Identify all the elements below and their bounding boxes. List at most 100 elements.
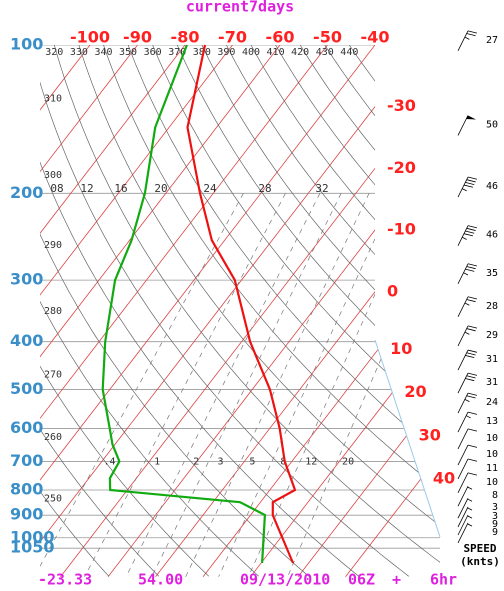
x-tick-label: 30: [419, 425, 441, 444]
footer-text: -23.33: [38, 571, 92, 589]
x-tick-label: -50: [313, 28, 342, 47]
wind-speed-label: 11: [486, 463, 498, 474]
wind-barb: [457, 472, 478, 494]
barb-staff: [457, 485, 469, 507]
barb-half: [466, 415, 471, 419]
barb-staff: [457, 325, 469, 347]
y-tick-label: 1000: [10, 527, 55, 546]
wind-barb: [457, 497, 473, 519]
barb-half: [462, 236, 467, 240]
barb-staff: [457, 514, 469, 536]
wind-barb: [457, 115, 477, 136]
upper-label: 16: [114, 182, 127, 195]
footer-text: 54.00: [138, 571, 183, 589]
mixing-ratio-label: 8: [280, 456, 286, 467]
x-tick-label: -30: [387, 96, 416, 115]
x-tick-label: -80: [171, 28, 200, 47]
isotherm: [40, 45, 328, 577]
barb-full: [467, 225, 478, 229]
speed-title: SPEED: [463, 542, 496, 555]
theta-label: 390: [217, 47, 235, 58]
wind-barb: [457, 325, 478, 347]
barb-full: [465, 378, 475, 382]
barb-half: [462, 188, 467, 192]
wind-barb: [457, 506, 473, 528]
isotherm: [250, 45, 440, 577]
barb-pennant: [466, 115, 477, 120]
theta-label: 300: [44, 170, 62, 181]
wind-barb: [457, 514, 473, 536]
y-tick-label: 400: [10, 331, 43, 350]
theta-label: 250: [44, 493, 62, 504]
isotherm: [40, 45, 281, 577]
dry-adiabat: [127, 45, 440, 577]
theta-label: 310: [44, 93, 62, 104]
theta-label: 400: [242, 47, 260, 58]
mixing-ratio-line: [84, 193, 286, 577]
dry-adiabat: [40, 45, 310, 577]
wind-barb: [457, 349, 478, 371]
x-tick-label: -100: [70, 28, 110, 47]
isotherm: [60, 45, 440, 577]
wind-speed-label: 31: [486, 354, 498, 365]
theta-label: 420: [291, 47, 309, 58]
barb-staff: [457, 296, 469, 317]
barb-full: [463, 184, 474, 188]
boundary: [374, 339, 441, 538]
barb-full: [467, 411, 478, 415]
mixing-ratio-label: 2: [193, 456, 199, 467]
isotherm: [155, 45, 440, 577]
barb-staff: [457, 444, 469, 466]
y-tick-label: 900: [10, 505, 43, 524]
x-tick-label: -10: [387, 220, 416, 239]
barb-staff: [457, 115, 469, 136]
wind-barb: [457, 458, 478, 480]
barb-full: [467, 30, 478, 34]
barb-half: [463, 272, 469, 276]
barb-full: [465, 181, 475, 186]
theta-label: 370: [168, 47, 186, 58]
barb-staff: [457, 392, 469, 414]
dry-adiabat: [40, 45, 410, 577]
footer-text: 6hr: [430, 571, 457, 589]
theta-label: 350: [119, 47, 137, 58]
x-tick-label: -60: [266, 28, 295, 47]
dry-adiabat: [176, 45, 440, 577]
barb-full: [466, 299, 476, 303]
barb-half: [467, 486, 473, 490]
upper-label: 28: [258, 182, 271, 195]
barb-full: [466, 395, 476, 399]
wind-speed-label: 46: [486, 181, 498, 192]
isotherm: [107, 45, 440, 577]
barb-half: [467, 507, 473, 511]
y-tick-label: 300: [10, 270, 43, 289]
wind-barb: [457, 372, 478, 394]
isotherm: [40, 45, 186, 577]
isotherm: [297, 45, 440, 577]
footer-text: 09/13/2010: [240, 571, 330, 589]
barb-full: [466, 328, 476, 332]
barb-full: [467, 392, 478, 396]
barb-half: [464, 398, 470, 402]
barb-staff: [457, 522, 469, 544]
x-tick-label: 40: [433, 468, 455, 487]
theta-label: 320: [45, 47, 63, 58]
isotherm: [40, 45, 423, 577]
x-tick-label: -90: [123, 28, 152, 47]
barb-full: [467, 325, 478, 329]
isotherm: [345, 45, 440, 577]
grid: [40, 45, 440, 577]
wind-speed-label: 31: [486, 377, 498, 388]
wind-barb: [457, 225, 478, 246]
mixing-ratio-label: 3: [217, 456, 223, 467]
dewpoint-line: [101, 44, 267, 564]
barb-staff: [457, 428, 469, 450]
barb-staff: [457, 458, 469, 480]
y-tick-label: 800: [10, 480, 43, 499]
barb-full: [466, 266, 476, 270]
upper-label: 12: [80, 182, 93, 195]
barb-full: [465, 355, 475, 359]
dry-adiabat: [250, 45, 440, 577]
wind-speed-label: 3: [492, 511, 498, 522]
